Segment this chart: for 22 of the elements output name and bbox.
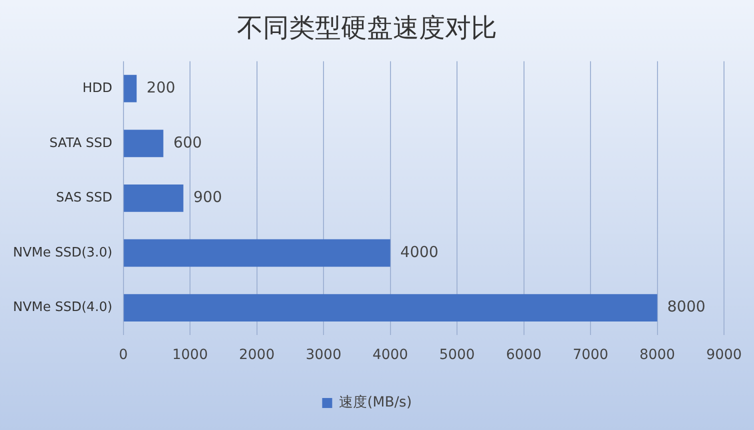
data-label: 8000 xyxy=(667,298,706,316)
x-tick-label: 9000 xyxy=(706,347,742,364)
y-tick-label: SATA SSD xyxy=(49,136,112,151)
x-tick-label: 3000 xyxy=(306,347,342,364)
data-label: 200 xyxy=(146,78,176,96)
data-label: 4000 xyxy=(400,242,438,261)
x-tick-label: 1000 xyxy=(172,347,208,364)
y-tick-label: HDD xyxy=(82,80,112,96)
legend-label: 速度(MB/s) xyxy=(339,394,412,411)
x-tick-label: 8000 xyxy=(639,347,676,364)
x-tick-label: 2000 xyxy=(238,347,275,364)
chart-title: 不同类型硬盘速度对比 xyxy=(237,13,497,44)
data-label: 900 xyxy=(193,188,222,206)
y-tick-label: SAS SSD xyxy=(56,190,112,206)
x-tick-label: 4000 xyxy=(372,347,408,364)
x-tick-label: 7000 xyxy=(572,347,608,364)
y-tick-label: NVMe SSD(4.0) xyxy=(13,300,112,316)
y-tick-label: NVMe SSD(3.0) xyxy=(13,245,112,260)
x-tick-label: 6000 xyxy=(506,347,542,364)
data-label: 600 xyxy=(173,133,202,152)
x-tick-label: 0 xyxy=(118,347,128,364)
x-tick-label: 5000 xyxy=(439,347,475,364)
